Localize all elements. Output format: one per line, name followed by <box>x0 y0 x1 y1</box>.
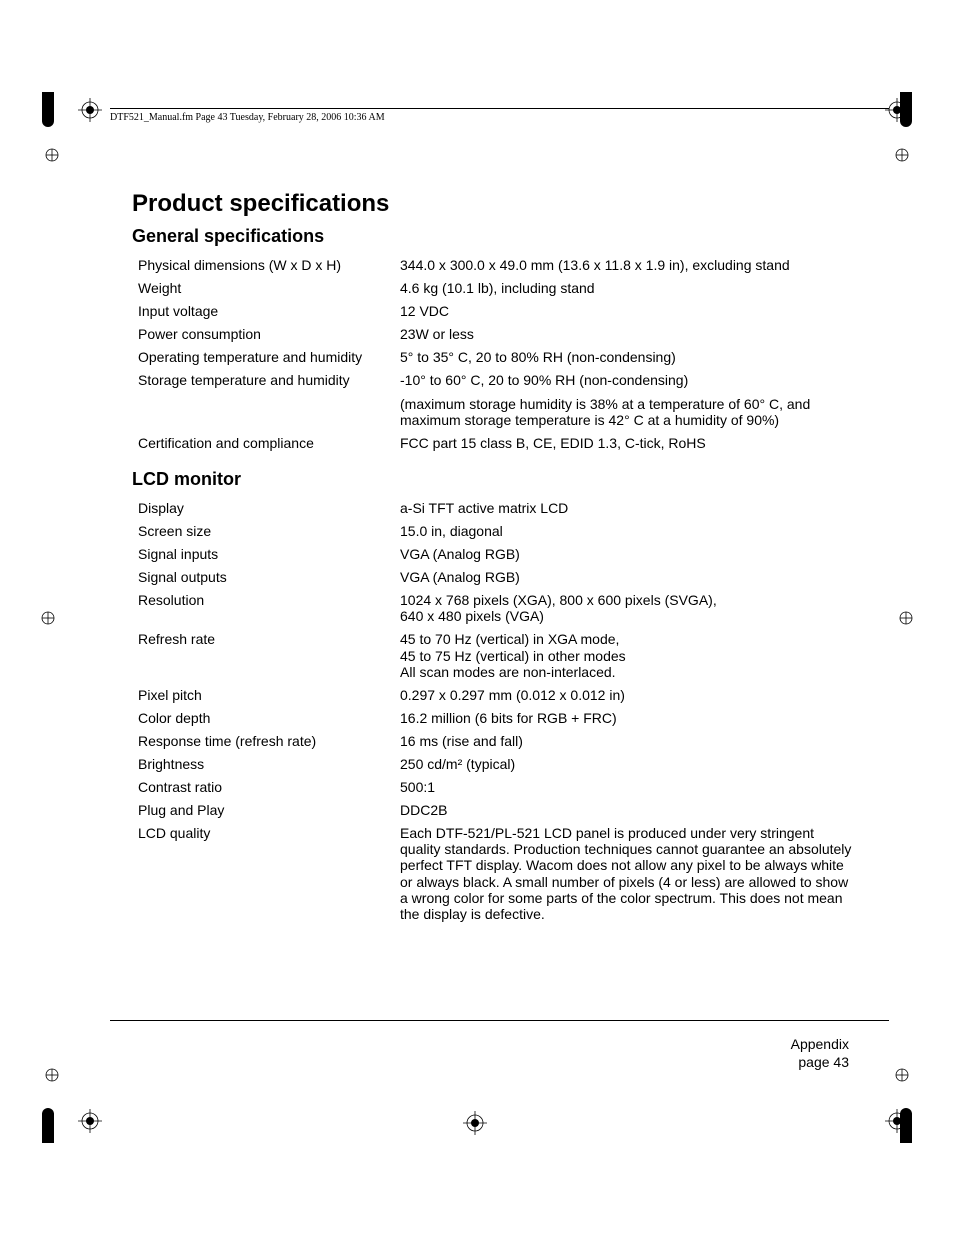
spec-row: Color depth16.2 million (6 bits for RGB … <box>132 710 852 726</box>
spec-value: 12 VDC <box>400 303 852 319</box>
side-mark-icon <box>892 1065 912 1085</box>
header-rule <box>110 108 889 109</box>
spec-row: Storage temperature and humidity-10° to … <box>132 372 852 388</box>
spec-value: -10° to 60° C, 20 to 90% RH (non-condens… <box>400 372 852 388</box>
spec-label: Weight <box>132 280 400 296</box>
spec-label: Plug and Play <box>132 802 400 818</box>
spec-row: Weight4.6 kg (10.1 lb), including stand <box>132 280 852 296</box>
spec-value: VGA (Analog RGB) <box>400 546 852 562</box>
spec-row: Response time (refresh rate)16 ms (rise … <box>132 733 852 749</box>
side-mark-icon <box>896 608 916 628</box>
spec-label: Signal outputs <box>132 569 400 585</box>
registration-mark-icon <box>885 1109 909 1133</box>
spec-row: (maximum storage humidity is 38% at a te… <box>132 396 852 428</box>
spec-label <box>132 396 400 428</box>
spec-value: Each DTF-521/PL-521 LCD panel is produce… <box>400 825 852 922</box>
spec-label: Operating temperature and humidity <box>132 349 400 365</box>
spec-row: LCD qualityEach DTF-521/PL-521 LCD panel… <box>132 825 852 922</box>
side-mark-icon <box>42 145 62 165</box>
spec-label: Storage temperature and humidity <box>132 372 400 388</box>
spec-value: 23W or less <box>400 326 852 342</box>
crop-tab <box>42 1108 54 1143</box>
spec-label: Certification and compliance <box>132 435 400 451</box>
section-heading: General specifications <box>132 226 852 247</box>
spec-row: Input voltage12 VDC <box>132 303 852 319</box>
spec-row: Plug and PlayDDC2B <box>132 802 852 818</box>
spec-value: VGA (Analog RGB) <box>400 569 852 585</box>
spec-row: Refresh rate45 to 70 Hz (vertical) in XG… <box>132 631 852 679</box>
spec-row: Displaya-Si TFT active matrix LCD <box>132 500 852 516</box>
registration-mark-icon <box>78 98 102 122</box>
spec-row: Brightness250 cd/m² (typical) <box>132 756 852 772</box>
spec-label: Power consumption <box>132 326 400 342</box>
spec-value: 344.0 x 300.0 x 49.0 mm (13.6 x 11.8 x 1… <box>400 257 852 273</box>
footer-rule <box>110 1020 889 1021</box>
spec-label: Response time (refresh rate) <box>132 733 400 749</box>
spec-row: Screen size15.0 in, diagonal <box>132 523 852 539</box>
spec-label: Display <box>132 500 400 516</box>
spec-value: (maximum storage humidity is 38% at a te… <box>400 396 852 428</box>
section-heading: LCD monitor <box>132 469 852 490</box>
header-text: DTF521_Manual.fm Page 43 Tuesday, Februa… <box>110 112 385 123</box>
page: DTF521_Manual.fm Page 43 Tuesday, Februa… <box>0 0 954 1235</box>
spec-label: Screen size <box>132 523 400 539</box>
registration-mark-icon <box>885 98 909 122</box>
spec-value: 500:1 <box>400 779 852 795</box>
spec-label: Input voltage <box>132 303 400 319</box>
spec-row: Certification and complianceFCC part 15 … <box>132 435 852 451</box>
spec-label: Physical dimensions (W x D x H) <box>132 257 400 273</box>
footer-page: page 43 <box>791 1053 849 1071</box>
footer-section: Appendix <box>791 1035 849 1053</box>
spec-value: 5° to 35° C, 20 to 80% RH (non-condensin… <box>400 349 852 365</box>
footer-text: Appendix page 43 <box>791 1035 849 1071</box>
spec-value: FCC part 15 class B, CE, EDID 1.3, C-tic… <box>400 435 852 451</box>
side-mark-icon <box>892 145 912 165</box>
spec-row: Pixel pitch0.297 x 0.297 mm (0.012 x 0.0… <box>132 687 852 703</box>
spec-label: LCD quality <box>132 825 400 922</box>
spec-value: 250 cd/m² (typical) <box>400 756 852 772</box>
spec-label: Resolution <box>132 592 400 624</box>
spec-row: Physical dimensions (W x D x H)344.0 x 3… <box>132 257 852 273</box>
content-area: Product specifications General specifica… <box>132 190 852 929</box>
spec-value: 4.6 kg (10.1 lb), including stand <box>400 280 852 296</box>
spec-row: Contrast ratio500:1 <box>132 779 852 795</box>
spec-value: 45 to 70 Hz (vertical) in XGA mode, 45 t… <box>400 631 852 679</box>
spec-label: Pixel pitch <box>132 687 400 703</box>
spec-row: Operating temperature and humidity5° to … <box>132 349 852 365</box>
spec-row: Signal inputsVGA (Analog RGB) <box>132 546 852 562</box>
spec-value: 16 ms (rise and fall) <box>400 733 852 749</box>
side-mark-icon <box>42 1065 62 1085</box>
spec-value: 16.2 million (6 bits for RGB + FRC) <box>400 710 852 726</box>
spec-value: a-Si TFT active matrix LCD <box>400 500 852 516</box>
registration-mark-icon <box>78 1109 102 1133</box>
spec-label: Brightness <box>132 756 400 772</box>
spec-label: Signal inputs <box>132 546 400 562</box>
spec-value: 1024 x 768 pixels (XGA), 800 x 600 pixel… <box>400 592 852 624</box>
spec-label: Contrast ratio <box>132 779 400 795</box>
spec-value: DDC2B <box>400 802 852 818</box>
spec-label: Refresh rate <box>132 631 400 679</box>
spec-value: 0.297 x 0.297 mm (0.012 x 0.012 in) <box>400 687 852 703</box>
side-mark-icon <box>38 608 58 628</box>
spec-value: 15.0 in, diagonal <box>400 523 852 539</box>
spec-row: Resolution1024 x 768 pixels (XGA), 800 x… <box>132 592 852 624</box>
page-title: Product specifications <box>132 190 852 218</box>
crop-tab <box>42 92 54 127</box>
spec-label: Color depth <box>132 710 400 726</box>
spec-row: Signal outputsVGA (Analog RGB) <box>132 569 852 585</box>
bottom-mark-icon <box>463 1111 487 1135</box>
spec-row: Power consumption23W or less <box>132 326 852 342</box>
